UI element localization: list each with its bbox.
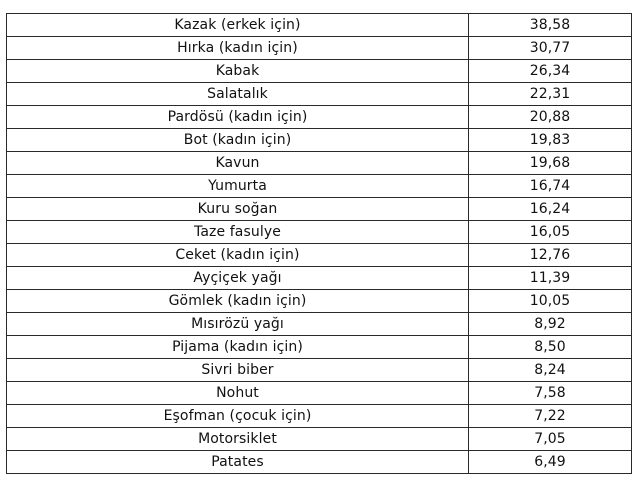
table-row: Kavun 19,68	[6, 151, 632, 175]
table-row: Hırka (kadın için) 30,77	[6, 36, 632, 60]
table-row: Yumurta 16,74	[6, 174, 632, 198]
table-row: Patates 6,49	[6, 450, 632, 474]
item-value-cell: 19,68	[468, 151, 632, 175]
table-row: Sivri biber 8,24	[6, 358, 632, 382]
table-row: Ceket (kadın için) 12,76	[6, 243, 632, 267]
item-value-cell: 16,24	[468, 197, 632, 221]
item-value-cell: 16,05	[468, 220, 632, 244]
item-name-cell: Mısırözü yağı	[6, 312, 469, 336]
item-value-cell: 38,58	[468, 13, 632, 37]
table-row: Eşofman (çocuk için) 7,22	[6, 404, 632, 428]
item-name-cell: Sivri biber	[6, 358, 469, 382]
item-value-cell: 16,74	[468, 174, 632, 198]
item-name-cell: Motorsiklet	[6, 427, 469, 451]
item-name-cell: Ceket (kadın için)	[6, 243, 469, 267]
item-name-cell: Eşofman (çocuk için)	[6, 404, 469, 428]
price-change-table: Kazak (erkek için) 38,58 Hırka (kadın için…	[6, 13, 632, 474]
table-row: Bot (kadın için) 19,83	[6, 128, 632, 152]
table-body: Kazak (erkek için) 38,58 Hırka (kadın için…	[6, 13, 632, 474]
item-name-cell: Nohut	[6, 381, 469, 405]
item-name-cell: Pardösü (kadın için)	[6, 105, 469, 129]
item-name-cell: Yumurta	[6, 174, 469, 198]
item-value-cell: 8,92	[468, 312, 632, 336]
item-name-cell: Pijama (kadın için)	[6, 335, 469, 359]
table-row: Gömlek (kadın için) 10,05	[6, 289, 632, 313]
table-row: Salatalık 22,31	[6, 82, 632, 106]
table-row: Pijama (kadın için) 8,50	[6, 335, 632, 359]
table-row: Mısırözü yağı 8,92	[6, 312, 632, 336]
table-row: Kazak (erkek için) 38,58	[6, 13, 632, 37]
item-name-cell: Kabak	[6, 59, 469, 83]
item-value-cell: 8,24	[468, 358, 632, 382]
item-name-cell: Kuru soğan	[6, 197, 469, 221]
item-value-cell: 7,58	[468, 381, 632, 405]
table-row: Nohut 7,58	[6, 381, 632, 405]
item-value-cell: 7,05	[468, 427, 632, 451]
item-value-cell: 19,83	[468, 128, 632, 152]
item-name-cell: Bot (kadın için)	[6, 128, 469, 152]
item-name-cell: Kavun	[6, 151, 469, 175]
table-row: Taze fasulye 16,05	[6, 220, 632, 244]
item-value-cell: 11,39	[468, 266, 632, 290]
item-name-cell: Taze fasulye	[6, 220, 469, 244]
item-name-cell: Patates	[6, 450, 469, 474]
table-row: Kabak 26,34	[6, 59, 632, 83]
item-name-cell: Hırka (kadın için)	[6, 36, 469, 60]
item-value-cell: 10,05	[468, 289, 632, 313]
item-value-cell: 7,22	[468, 404, 632, 428]
table-row: Ayçiçek yağı 11,39	[6, 266, 632, 290]
item-value-cell: 22,31	[468, 82, 632, 106]
item-value-cell: 12,76	[468, 243, 632, 267]
table-row: Kuru soğan 16,24	[6, 197, 632, 221]
item-name-cell: Ayçiçek yağı	[6, 266, 469, 290]
item-name-cell: Kazak (erkek için)	[6, 13, 469, 37]
item-name-cell: Salatalık	[6, 82, 469, 106]
item-value-cell: 20,88	[468, 105, 632, 129]
item-name-cell: Gömlek (kadın için)	[6, 289, 469, 313]
item-value-cell: 6,49	[468, 450, 632, 474]
item-value-cell: 26,34	[468, 59, 632, 83]
item-value-cell: 8,50	[468, 335, 632, 359]
item-value-cell: 30,77	[468, 36, 632, 60]
table-row: Motorsiklet 7,05	[6, 427, 632, 451]
table-row: Pardösü (kadın için) 20,88	[6, 105, 632, 129]
